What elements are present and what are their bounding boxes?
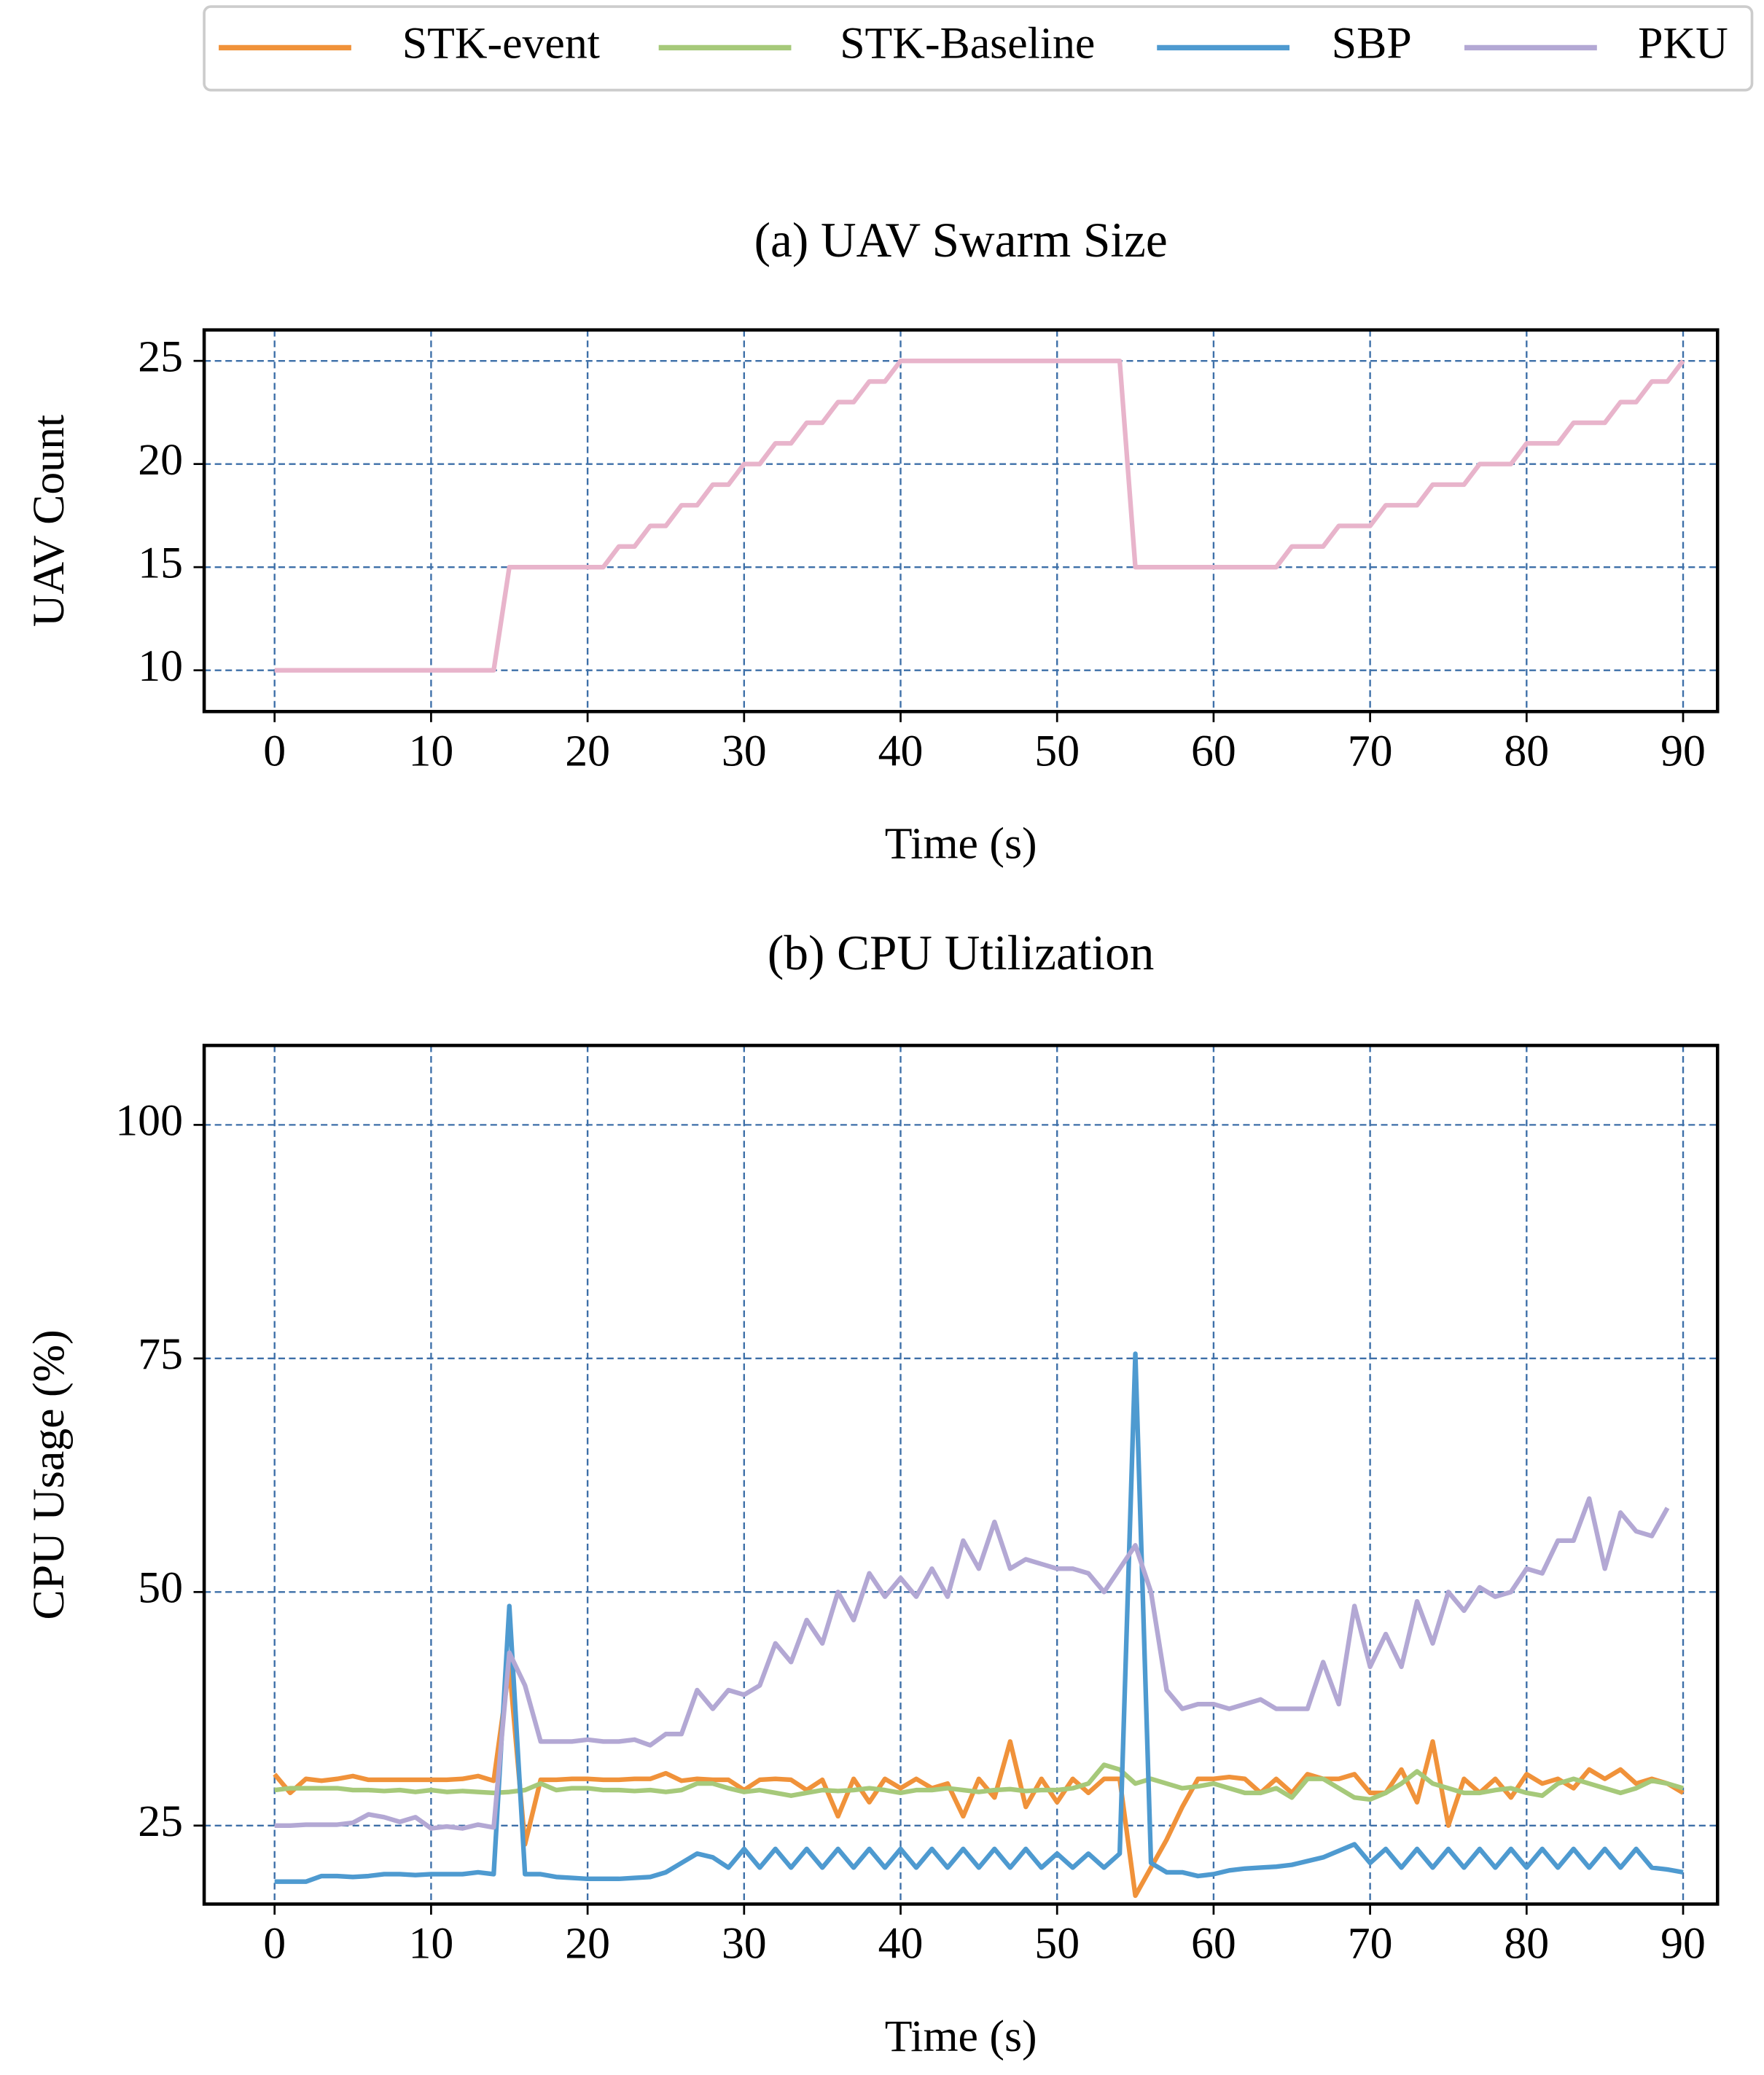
x-tick-label: 80 bbox=[1504, 1919, 1549, 1969]
legend-label: SBP bbox=[1332, 19, 1412, 69]
x-tick-label: 70 bbox=[1348, 726, 1393, 775]
x-axis-label: Time (s) bbox=[885, 2012, 1037, 2061]
y-tick-label: 75 bbox=[138, 1329, 183, 1379]
x-axis-label: Time (s) bbox=[885, 819, 1037, 869]
x-tick-label: 60 bbox=[1191, 1919, 1236, 1969]
y-tick-label: 25 bbox=[138, 1797, 183, 1846]
legend-label: STK-event bbox=[402, 19, 600, 69]
x-tick-label: 50 bbox=[1034, 1919, 1080, 1969]
legend-label: STK-Baseline bbox=[840, 19, 1095, 69]
x-tick-label: 90 bbox=[1660, 726, 1706, 775]
x-tick-label: 20 bbox=[565, 1919, 610, 1969]
y-tick-label: 50 bbox=[138, 1563, 183, 1613]
plot-frame bbox=[202, 1044, 1720, 1906]
x-tick-label: 90 bbox=[1660, 1919, 1706, 1969]
x-tick-label: 0 bbox=[263, 726, 286, 775]
series-line bbox=[274, 358, 1685, 673]
y-tick-label: 20 bbox=[138, 435, 183, 485]
x-tick-label: 40 bbox=[878, 726, 924, 775]
y-tick-label: 100 bbox=[115, 1096, 183, 1146]
x-tick-label: 20 bbox=[565, 726, 610, 775]
x-tick-label: 30 bbox=[722, 726, 767, 775]
y-axis-label: UAV Count bbox=[24, 415, 74, 627]
legend-label: PKU bbox=[1638, 19, 1728, 69]
chart-title: (a) UAV Swarm Size bbox=[754, 213, 1168, 267]
y-tick-label: 15 bbox=[138, 538, 183, 587]
series-line bbox=[274, 1496, 1670, 1831]
series-line bbox=[274, 1351, 1684, 1884]
x-tick-label: 10 bbox=[409, 1919, 454, 1969]
y-tick-label: 25 bbox=[138, 332, 183, 381]
x-tick-label: 10 bbox=[409, 726, 454, 775]
plot-frame bbox=[202, 328, 1720, 714]
x-tick-label: 80 bbox=[1504, 726, 1549, 775]
y-tick-label: 10 bbox=[138, 641, 183, 691]
chart-title: (b) CPU Utilization bbox=[768, 926, 1154, 980]
x-tick-label: 30 bbox=[722, 1919, 767, 1969]
x-tick-label: 60 bbox=[1191, 726, 1236, 775]
x-tick-label: 40 bbox=[878, 1919, 924, 1969]
legend-box bbox=[203, 5, 1754, 92]
y-axis-label: CPU Usage (%) bbox=[24, 1329, 74, 1619]
x-tick-label: 70 bbox=[1348, 1919, 1393, 1969]
series-line bbox=[274, 1762, 1684, 1802]
x-tick-label: 0 bbox=[263, 1919, 286, 1969]
x-tick-label: 50 bbox=[1034, 726, 1080, 775]
